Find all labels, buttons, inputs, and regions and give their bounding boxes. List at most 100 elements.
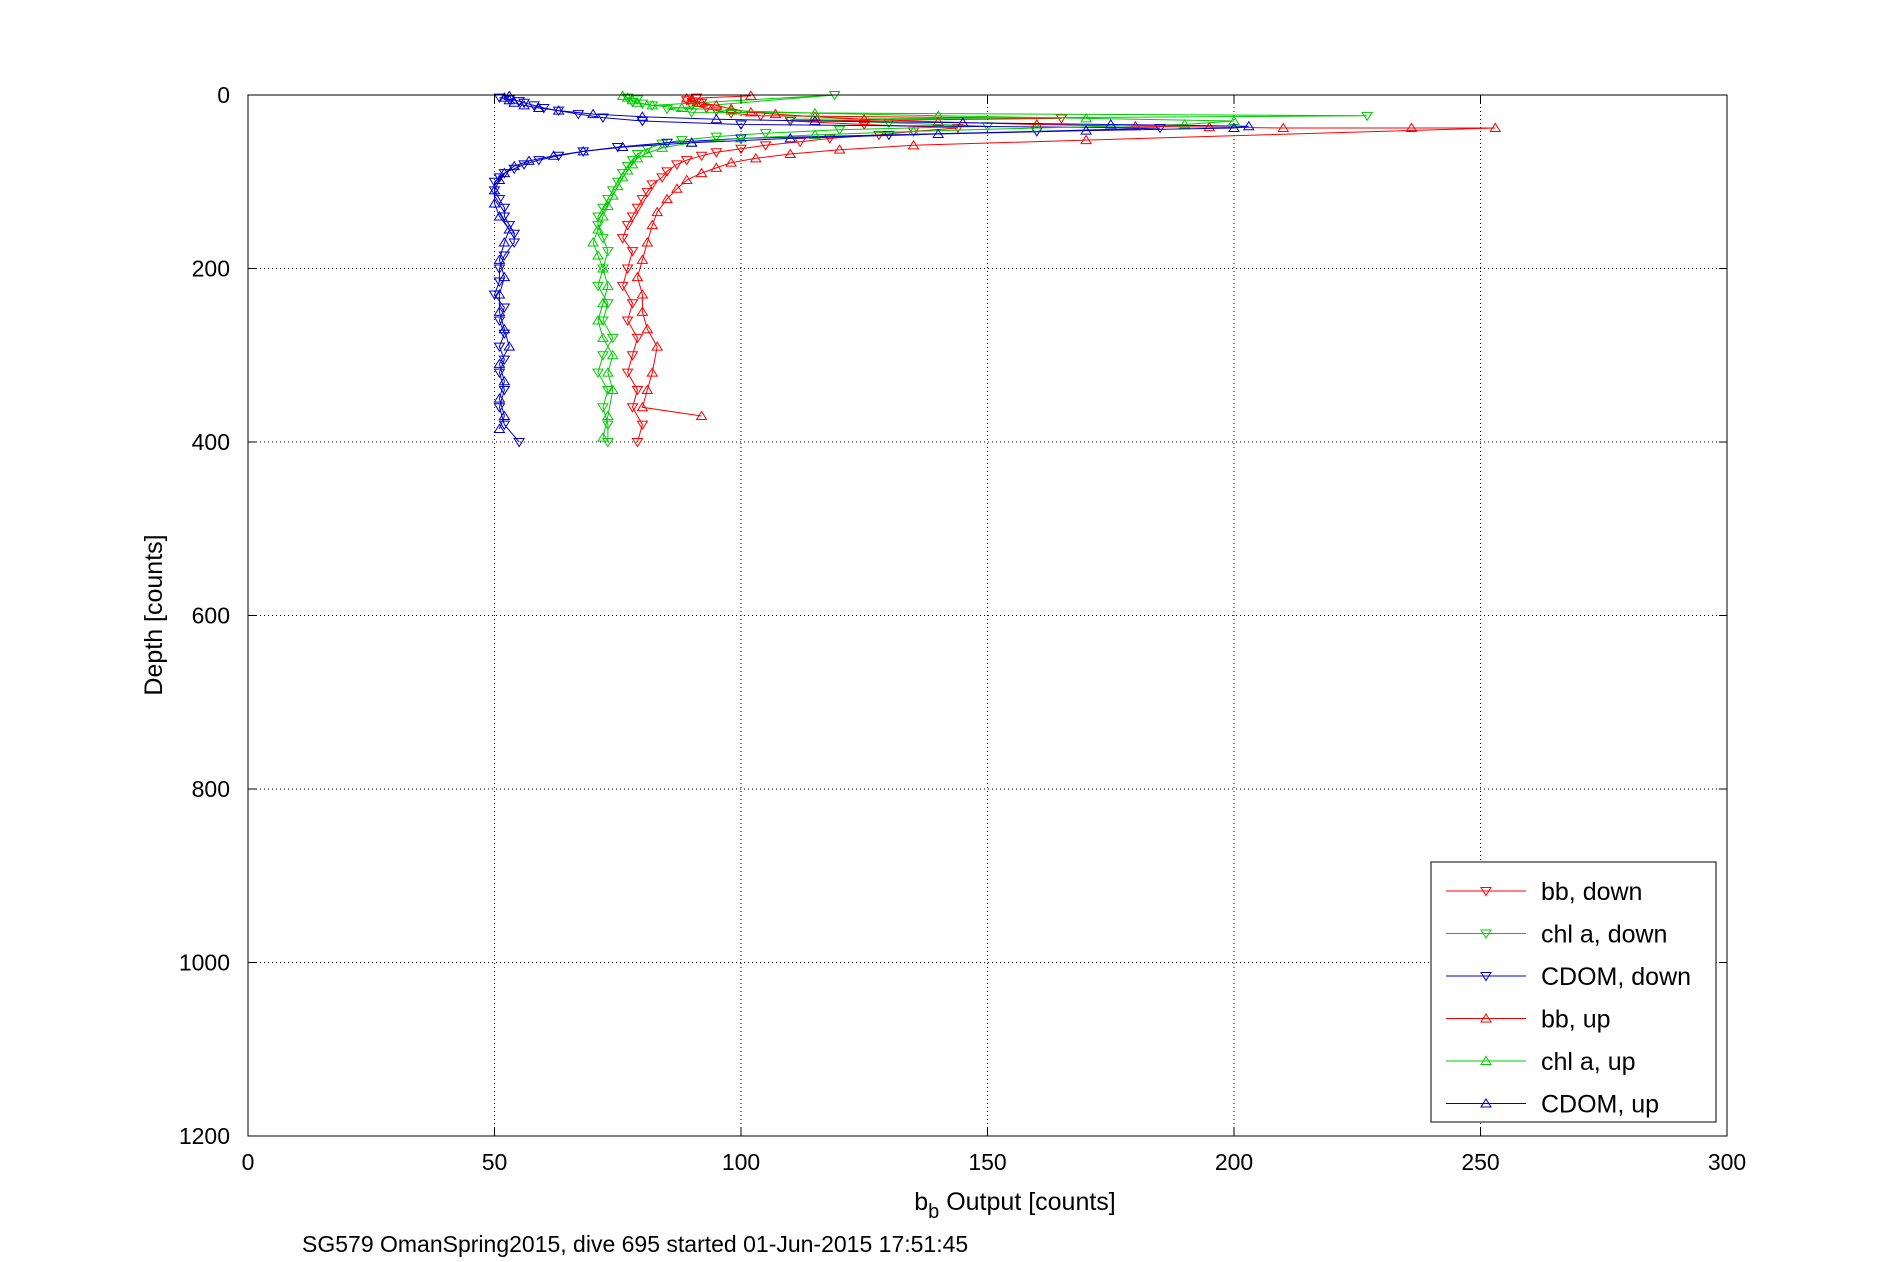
axis-ticks: 0 50 100 150 200 250 300 0 200 400 600 800 1000 1200 (179, 82, 1746, 1175)
data-point (1489, 122, 1502, 132)
data-point (508, 229, 521, 240)
x-axis-title-rest: Output [counts] (939, 1188, 1116, 1216)
data-point (646, 180, 659, 190)
data-point (1080, 125, 1093, 135)
data-point (646, 99, 659, 110)
data-point (498, 271, 511, 282)
data-point (508, 238, 521, 248)
data-point (631, 385, 644, 396)
data-point (493, 174, 506, 185)
data-point (651, 206, 664, 217)
data-point (498, 92, 511, 102)
data-point (488, 186, 501, 196)
data-point (646, 219, 659, 230)
figure-caption: SG579 OmanSpring2015, dive 695 started 0… (302, 1231, 968, 1257)
data-point (671, 160, 683, 170)
data-point (611, 180, 624, 191)
data-point (601, 299, 614, 309)
data-point (621, 165, 634, 175)
data-point (680, 96, 693, 106)
data-point (532, 156, 545, 166)
data-point (488, 197, 501, 208)
x-axis-title: bb Output [counts] (914, 1188, 1116, 1223)
series-bb-up (631, 90, 1502, 420)
data-point (498, 167, 511, 178)
data-point (493, 423, 506, 433)
data-point (621, 221, 634, 231)
data-point (552, 105, 565, 115)
data-point (749, 152, 762, 163)
data-point (488, 290, 501, 300)
data-point (626, 351, 639, 361)
data-point (601, 385, 614, 396)
data-point (503, 224, 516, 234)
data-point (606, 333, 619, 344)
data-point (1178, 119, 1191, 129)
data-point (597, 234, 609, 244)
data-point (651, 341, 664, 351)
data-point (493, 277, 506, 287)
legend-item: bb, up (1446, 1006, 1611, 1034)
data-point (513, 438, 526, 448)
data-point (626, 403, 639, 413)
data-point (493, 358, 506, 368)
data-point (631, 203, 644, 214)
data-point (636, 117, 649, 127)
data-point (631, 152, 644, 163)
x-tick-label: 200 (1215, 1149, 1253, 1175)
data-point (597, 297, 609, 308)
data-point (597, 113, 609, 123)
data-point (680, 174, 693, 185)
data-point (641, 237, 654, 247)
x-tick-label: 250 (1461, 1149, 1499, 1175)
x-tick-label: 50 (482, 1149, 508, 1175)
data-point (907, 139, 920, 150)
data-point (626, 212, 639, 222)
data-point (656, 142, 669, 152)
data-point (621, 316, 634, 326)
data-point (1277, 122, 1290, 132)
data-point (636, 254, 649, 264)
data-point (493, 289, 506, 299)
data-point (621, 92, 634, 102)
data-point (675, 136, 688, 146)
data-point (1203, 121, 1216, 132)
data-point (532, 102, 545, 113)
x-axis-title-main: b (914, 1188, 928, 1216)
data-point (493, 342, 506, 353)
legend-marker (1480, 972, 1492, 982)
data-point (833, 125, 846, 136)
data-point (631, 271, 644, 282)
data-point (597, 264, 609, 274)
data-point (784, 117, 797, 127)
data-point (641, 188, 654, 198)
data-point (592, 250, 604, 260)
data-point (528, 101, 540, 111)
data-point (636, 420, 649, 431)
x-tick-label: 150 (968, 1149, 1006, 1175)
data-point (1228, 115, 1240, 126)
data-point (710, 113, 723, 124)
data-point (675, 102, 688, 113)
x-tick-label: 300 (1708, 1149, 1746, 1175)
data-point (508, 160, 521, 171)
data-point (695, 167, 708, 178)
data-point (597, 316, 609, 326)
data-point (498, 375, 511, 386)
data-point (932, 110, 945, 120)
y-axis-title: Depth [counts] (140, 534, 168, 695)
data-point (725, 103, 738, 113)
legend-marker (1480, 887, 1492, 897)
legend-marker (1480, 1055, 1492, 1065)
legend-label: CDOM, down (1541, 963, 1691, 991)
data-point (572, 110, 585, 120)
data-point (661, 104, 673, 115)
data-point (784, 148, 797, 158)
data-point (616, 281, 629, 292)
data-point (498, 237, 511, 247)
data-point (1080, 134, 1093, 145)
data-point (710, 106, 723, 117)
y-tick-label: 800 (192, 776, 230, 802)
data-point (710, 162, 723, 172)
y-tick-label: 1200 (179, 1123, 230, 1149)
